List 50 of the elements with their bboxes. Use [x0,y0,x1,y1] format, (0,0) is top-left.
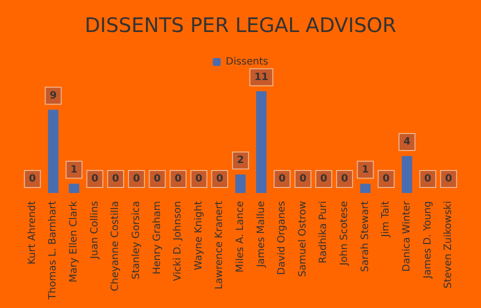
x-tick-label: Kurt Ahrendt [26,200,38,264]
x-tick-label: Danica Winter [401,200,412,272]
data-label: 0 [445,174,452,184]
x-tick-label: Jim Tait [380,200,392,238]
data-label: 0 [28,174,36,184]
bar [360,184,371,193]
data-label: 0 [278,174,286,184]
data-label: 4 [403,136,410,148]
bar [256,91,267,193]
x-tick-label: Stanley Gorsica [130,201,142,280]
x-tick-label: Juan Collins [89,201,100,260]
data-label: 0 [195,174,202,184]
data-label: 0 [424,174,432,184]
data-label: 0 [91,174,98,184]
x-tick-label: Miles A. Lance [235,201,246,272]
data-label: 0 [216,174,224,184]
data-label: 2 [237,155,244,166]
data-label: 0 [112,174,120,184]
x-tick-label: Cheyanne Costilla [110,201,122,292]
data-label: 0 [382,174,390,184]
data-label: 0 [174,174,182,184]
x-tick-label: Radhika Puri [318,201,330,264]
bar [402,156,412,193]
data-label: 0 [299,174,306,184]
x-tick-label: Mary Ellen Clark [68,200,80,282]
x-tick-label: Lawrence Kranert [214,200,226,290]
x-tick-label: John Scotese [339,201,350,266]
data-label: 0 [341,174,348,184]
x-tick-label: Vicki D. Johnson [172,201,184,282]
chart-title: DISSENTS PER LEGAL ADVISOR [84,13,396,37]
legend-label: Dissents [226,56,268,68]
data-label: 1 [362,164,369,176]
x-tick-label: James Mallue [256,201,267,268]
x-tick-label: Samuel Ostrow [297,201,308,277]
data-label: 9 [50,90,57,102]
bar [235,174,246,193]
x-tick-label: David Organes [276,201,288,276]
x-tick-label: Thomas L. Barnhart [48,200,59,301]
bar [68,184,80,193]
data-label: 1 [70,164,78,176]
data-label: 0 [320,174,328,184]
x-tick-label: Steven Zuikowski [443,201,454,288]
bar [48,110,58,193]
x-tick-label: Wayne Knight [193,200,204,270]
data-label: 0 [154,174,161,184]
x-tick-label: Henry Graham [152,201,163,274]
x-tick-label: Sarah Stewart [360,200,371,272]
data-label: 0 [132,174,140,184]
data-label: 11 [254,72,268,83]
x-tick-label: James D. Young [422,201,434,280]
